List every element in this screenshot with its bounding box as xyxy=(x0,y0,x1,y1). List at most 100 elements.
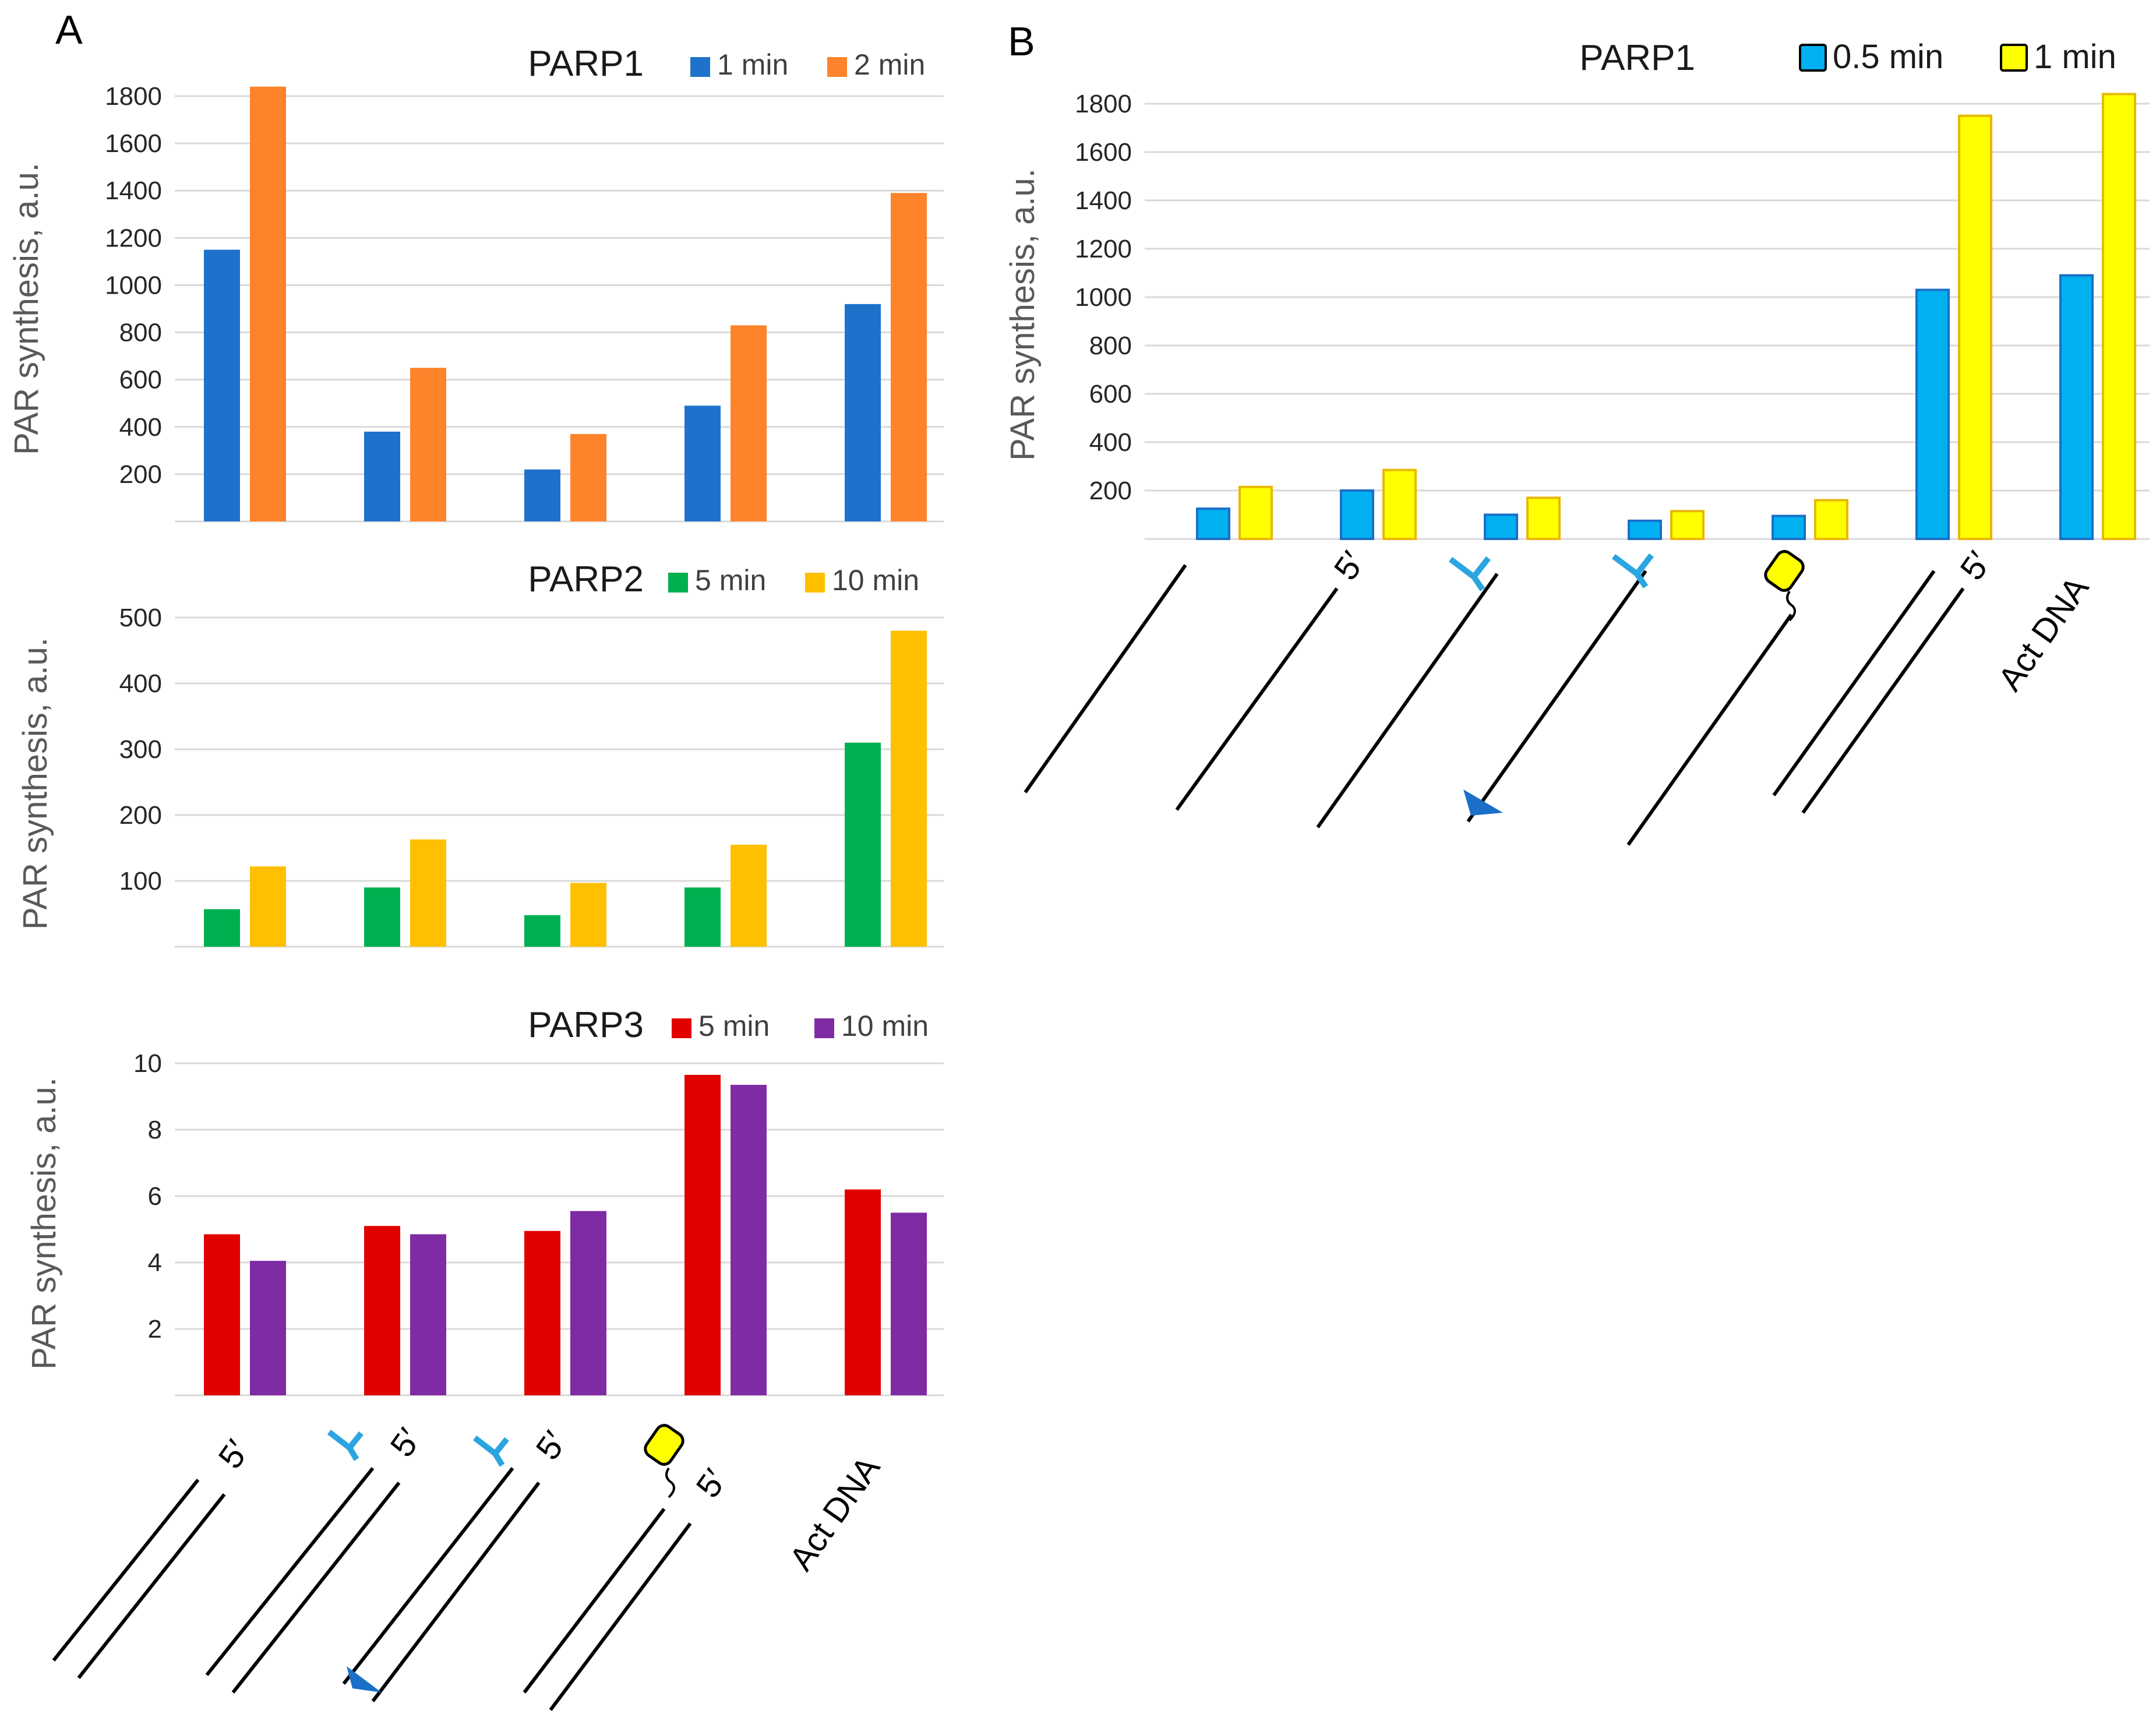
bar-5-min-3 xyxy=(684,887,721,947)
y-tick-label: 400 xyxy=(1089,428,1132,457)
y-tick-label: 2 xyxy=(148,1315,162,1343)
y-tick-label: 800 xyxy=(119,319,162,347)
legend-label: 0.5 min xyxy=(1833,38,1943,76)
legend-swatch xyxy=(805,573,825,593)
bar-1-min-4 xyxy=(845,304,881,521)
bar-1-min-6 xyxy=(2102,93,2136,540)
y-tick-label: 100 xyxy=(119,867,162,895)
arrowhead-icon xyxy=(1463,789,1503,816)
legend-swatch xyxy=(814,1018,834,1038)
y-tick-label: 1400 xyxy=(1075,186,1132,215)
bar-0-5-min-2 xyxy=(1484,513,1518,540)
adduct-icon xyxy=(644,1424,684,1466)
bar-1-min-1 xyxy=(364,431,400,521)
y-tick-label: 1600 xyxy=(1075,138,1132,167)
bar-2-min-1 xyxy=(410,368,446,521)
y-tick-label: 8 xyxy=(148,1116,162,1144)
y-tick-label: 600 xyxy=(1089,380,1132,408)
adduct-icon xyxy=(1764,550,1805,592)
bar-10-min-0 xyxy=(250,866,286,947)
chart-title: PARP1 xyxy=(528,44,644,84)
legend-swatch xyxy=(668,573,688,593)
bar-0-5-min-6 xyxy=(2059,274,2094,540)
flap-mark-icon xyxy=(472,1436,509,1467)
bar-5-min-0 xyxy=(204,1234,240,1395)
act-dna-label-a: Act DNA xyxy=(782,1450,887,1578)
y-tick-label: 300 xyxy=(119,735,162,764)
y-tick-label: 1800 xyxy=(105,82,162,111)
y-tick-label: 10 xyxy=(133,1049,162,1078)
legend-label: 5 min xyxy=(698,1010,770,1042)
bar-1-min-0 xyxy=(1238,485,1273,541)
bar-5-min-1 xyxy=(364,1226,400,1395)
bar-5-min-2 xyxy=(524,1230,560,1395)
bar-10-min-1 xyxy=(410,839,446,947)
bar-5-min-0 xyxy=(204,909,240,947)
act-dna-label-b: Act DNA xyxy=(1991,570,2096,698)
bar-0-5-min-4 xyxy=(1772,514,1806,541)
bar-10-min-4 xyxy=(891,1212,927,1395)
bar-10-min-4 xyxy=(891,630,927,947)
chart-a-parp3: 2 4 6 8 10 PAR synthesis, a.u. PARP3 5 min 10 mi… xyxy=(25,1005,944,1396)
legend-swatch xyxy=(827,57,847,77)
bar-5-min-2 xyxy=(524,915,560,947)
bar-1-min-3 xyxy=(1670,510,1705,541)
bar-1-min-2 xyxy=(1526,496,1561,541)
y-tick-label: 6 xyxy=(148,1182,162,1211)
y-tick-label: 4 xyxy=(148,1249,162,1277)
five-prime-label: 5′ xyxy=(383,1422,428,1464)
substrate-a-flap-arrow: 5′ xyxy=(342,1424,574,1702)
y-axis-label: PAR synthesis, a.u. xyxy=(8,163,45,455)
legend-label: 10 min xyxy=(841,1010,929,1042)
y-tick-label: 200 xyxy=(119,801,162,830)
substrate-a-bulky-adduct: 5′ xyxy=(523,1424,734,1711)
bar-0-5-min-5 xyxy=(1915,288,1950,540)
legend-label: 5 min xyxy=(695,564,766,597)
bar-1-min-0 xyxy=(204,249,240,521)
chart-b-parp1: 200 400 600 800 1000 1200 1400 1600 1800 PAR synt… xyxy=(1004,38,2150,541)
flap-mark-icon xyxy=(1612,553,1654,588)
y-axis-label: PAR synthesis, a.u. xyxy=(1004,168,1042,461)
y-tick-label: 600 xyxy=(119,366,162,394)
legend-label: 10 min xyxy=(832,564,919,597)
legend-swatch xyxy=(1799,44,1827,72)
bar-1-min-2 xyxy=(524,469,560,521)
bar-1-min-3 xyxy=(684,405,721,521)
chart-title: PARP3 xyxy=(528,1005,644,1045)
substrate-b-ss-5prime: 5′ xyxy=(1175,545,1372,811)
panel-label-b: B xyxy=(1008,19,1035,64)
y-axis-label: PAR synthesis, a.u. xyxy=(25,1077,63,1370)
five-prime-label: 5′ xyxy=(211,1433,256,1476)
bar-10-min-1 xyxy=(410,1234,446,1395)
y-tick-label: 400 xyxy=(119,413,162,442)
bar-0-5-min-0 xyxy=(1196,507,1230,540)
flap-mark-icon xyxy=(327,1430,364,1461)
y-axis-label: PAR synthesis, a.u. xyxy=(16,637,54,930)
substrate-a-ds-5prime: 5′ xyxy=(52,1433,256,1679)
y-tick-label: 200 xyxy=(1089,477,1132,505)
substrate-b-ss-bulky-adduct xyxy=(1626,550,1805,846)
chart-a-parp2: 100 200 300 400 500 PAR synthesis, a.u. PARP2 5… xyxy=(16,559,944,948)
y-tick-label: 1600 xyxy=(105,129,162,158)
panel-label-a: A xyxy=(55,7,83,52)
legend-swatch xyxy=(690,57,710,77)
legend-label: 1 min xyxy=(717,48,788,81)
substrate-b-ss xyxy=(1024,564,1187,794)
bar-1-min-4 xyxy=(1814,499,1848,540)
substrate-b-ds-5prime: 5′ xyxy=(1772,545,1998,814)
substrate-b-ss-flap-arrow xyxy=(1463,553,1654,823)
y-tick-label: 200 xyxy=(119,460,162,489)
five-prime-label: 5′ xyxy=(689,1462,734,1505)
y-tick-label: 800 xyxy=(1089,331,1132,360)
bar-0-5-min-3 xyxy=(1628,519,1662,540)
arrowhead-icon xyxy=(347,1666,382,1692)
bar-2-min-0 xyxy=(250,86,286,521)
y-tick-label: 1200 xyxy=(1075,235,1132,263)
five-prime-label: 5′ xyxy=(528,1424,574,1467)
y-tick-label: 1000 xyxy=(105,271,162,299)
bar-10-min-2 xyxy=(570,883,606,947)
five-prime-label: 5′ xyxy=(1326,545,1372,587)
legend-label: 2 min xyxy=(854,48,925,81)
bar-10-min-3 xyxy=(731,844,767,947)
